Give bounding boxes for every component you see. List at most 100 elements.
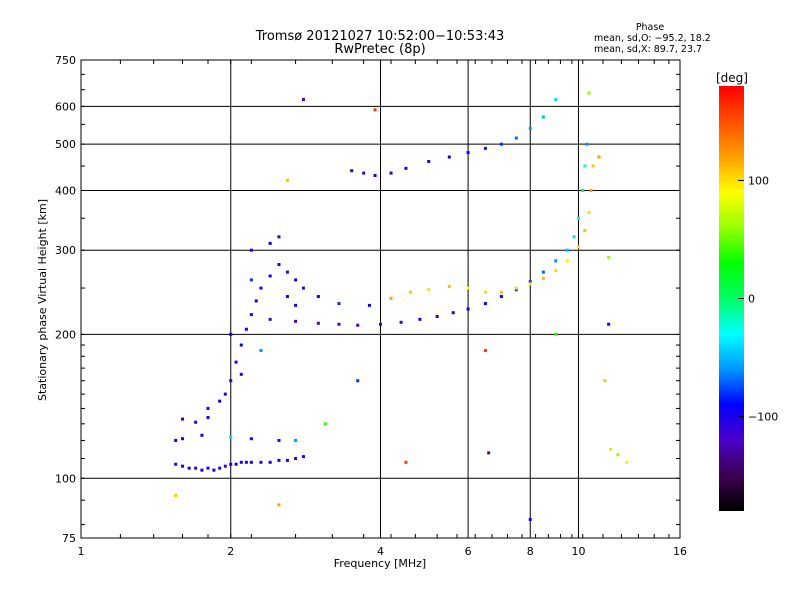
data-point <box>616 453 620 457</box>
data-point <box>218 466 222 470</box>
data-point <box>356 323 360 327</box>
data-point <box>277 263 281 267</box>
data-point <box>200 468 204 472</box>
data-point <box>244 460 248 464</box>
data-point <box>294 278 298 282</box>
data-point <box>268 317 272 321</box>
data-point <box>447 284 451 288</box>
colorbar-ticks: 100 0 −100 <box>738 174 778 424</box>
data-point <box>466 307 470 311</box>
data-point <box>239 343 243 347</box>
data-point <box>466 286 470 290</box>
data-point <box>409 290 413 294</box>
y-axis-ticks: 75 100 200 300 400 500 600 750 <box>55 54 680 545</box>
data-point <box>435 314 439 318</box>
y-tick-label: 600 <box>55 100 76 113</box>
data-point <box>323 422 327 426</box>
y-axis-label: Stationary phase Virtual Height [km] <box>36 199 49 401</box>
data-point <box>206 416 210 420</box>
data-point <box>418 317 422 321</box>
data-point <box>367 303 371 307</box>
data-point <box>607 322 611 326</box>
data-point <box>583 164 587 168</box>
data-point <box>249 460 253 464</box>
data-point <box>234 360 238 364</box>
phase-mean-o: mean, sd,O: −95.2, 18.2 <box>594 33 711 44</box>
data-point <box>589 188 593 192</box>
data-point <box>301 455 305 459</box>
y-tick-label: 200 <box>55 328 76 341</box>
data-point <box>483 146 487 150</box>
data-point <box>223 392 227 396</box>
data-point <box>607 255 611 259</box>
data-point <box>181 417 185 421</box>
data-point <box>554 259 558 263</box>
data-point <box>583 228 587 232</box>
data-point <box>212 468 216 472</box>
x-tick-label: 8 <box>527 545 534 558</box>
data-point <box>466 151 470 155</box>
data-point <box>399 320 403 324</box>
data-point <box>528 126 532 130</box>
data-point <box>585 142 589 146</box>
data-point <box>565 248 569 252</box>
data-point <box>301 98 305 102</box>
data-point <box>294 438 298 442</box>
data-point <box>483 349 487 353</box>
data-point <box>528 282 532 286</box>
phase-mean-x: mean, sd,X: 89.7, 23.7 <box>594 44 702 55</box>
data-point <box>218 399 222 403</box>
data-point <box>389 171 393 175</box>
data-point <box>277 458 281 462</box>
grid <box>81 60 680 538</box>
data-point <box>301 286 305 290</box>
data-point <box>350 169 354 173</box>
data-point <box>249 248 253 252</box>
data-point <box>316 295 320 299</box>
data-point <box>514 286 518 290</box>
x-axis-label: Frequency [MHz] <box>334 557 426 570</box>
colorbar-tick-label: 0 <box>748 293 755 306</box>
data-point <box>447 155 451 159</box>
data-point <box>541 115 545 119</box>
data-point <box>487 451 491 455</box>
x-tick-label: 6 <box>465 545 472 558</box>
data-point <box>206 466 210 470</box>
colorbar-unit: [deg] <box>716 71 748 85</box>
data-point <box>259 286 263 290</box>
y-tick-label: 300 <box>55 244 76 257</box>
data-point <box>373 108 377 112</box>
data-point <box>554 98 558 102</box>
data-point <box>294 303 298 307</box>
data-point <box>337 322 341 326</box>
data-point <box>268 274 272 278</box>
data-point <box>587 210 591 214</box>
data-point <box>223 464 227 468</box>
data-point <box>181 437 185 441</box>
data-point <box>249 278 253 282</box>
data-point <box>541 270 545 274</box>
data-point <box>451 311 455 315</box>
plot-frame <box>80 59 681 539</box>
data-point <box>591 164 595 168</box>
x-tick-label: 2 <box>227 545 234 558</box>
data-point <box>528 517 532 521</box>
data-point <box>259 349 263 353</box>
data-point <box>244 327 248 331</box>
x-tick-label: 10 <box>571 545 585 558</box>
data-point <box>554 332 558 336</box>
data-point <box>200 433 204 437</box>
data-point <box>514 136 518 140</box>
chart-title-line1: Tromsø 20121027 10:52:00−10:53:43 <box>255 29 505 44</box>
phase-heading: Phase <box>636 22 665 33</box>
data-point <box>572 235 576 239</box>
data-point <box>565 259 569 263</box>
data-point <box>389 296 393 300</box>
data-point <box>379 322 382 326</box>
data-point <box>499 295 503 299</box>
data-point <box>294 319 298 323</box>
data-point <box>229 435 233 439</box>
data-point <box>229 332 233 336</box>
data-point <box>285 178 289 182</box>
